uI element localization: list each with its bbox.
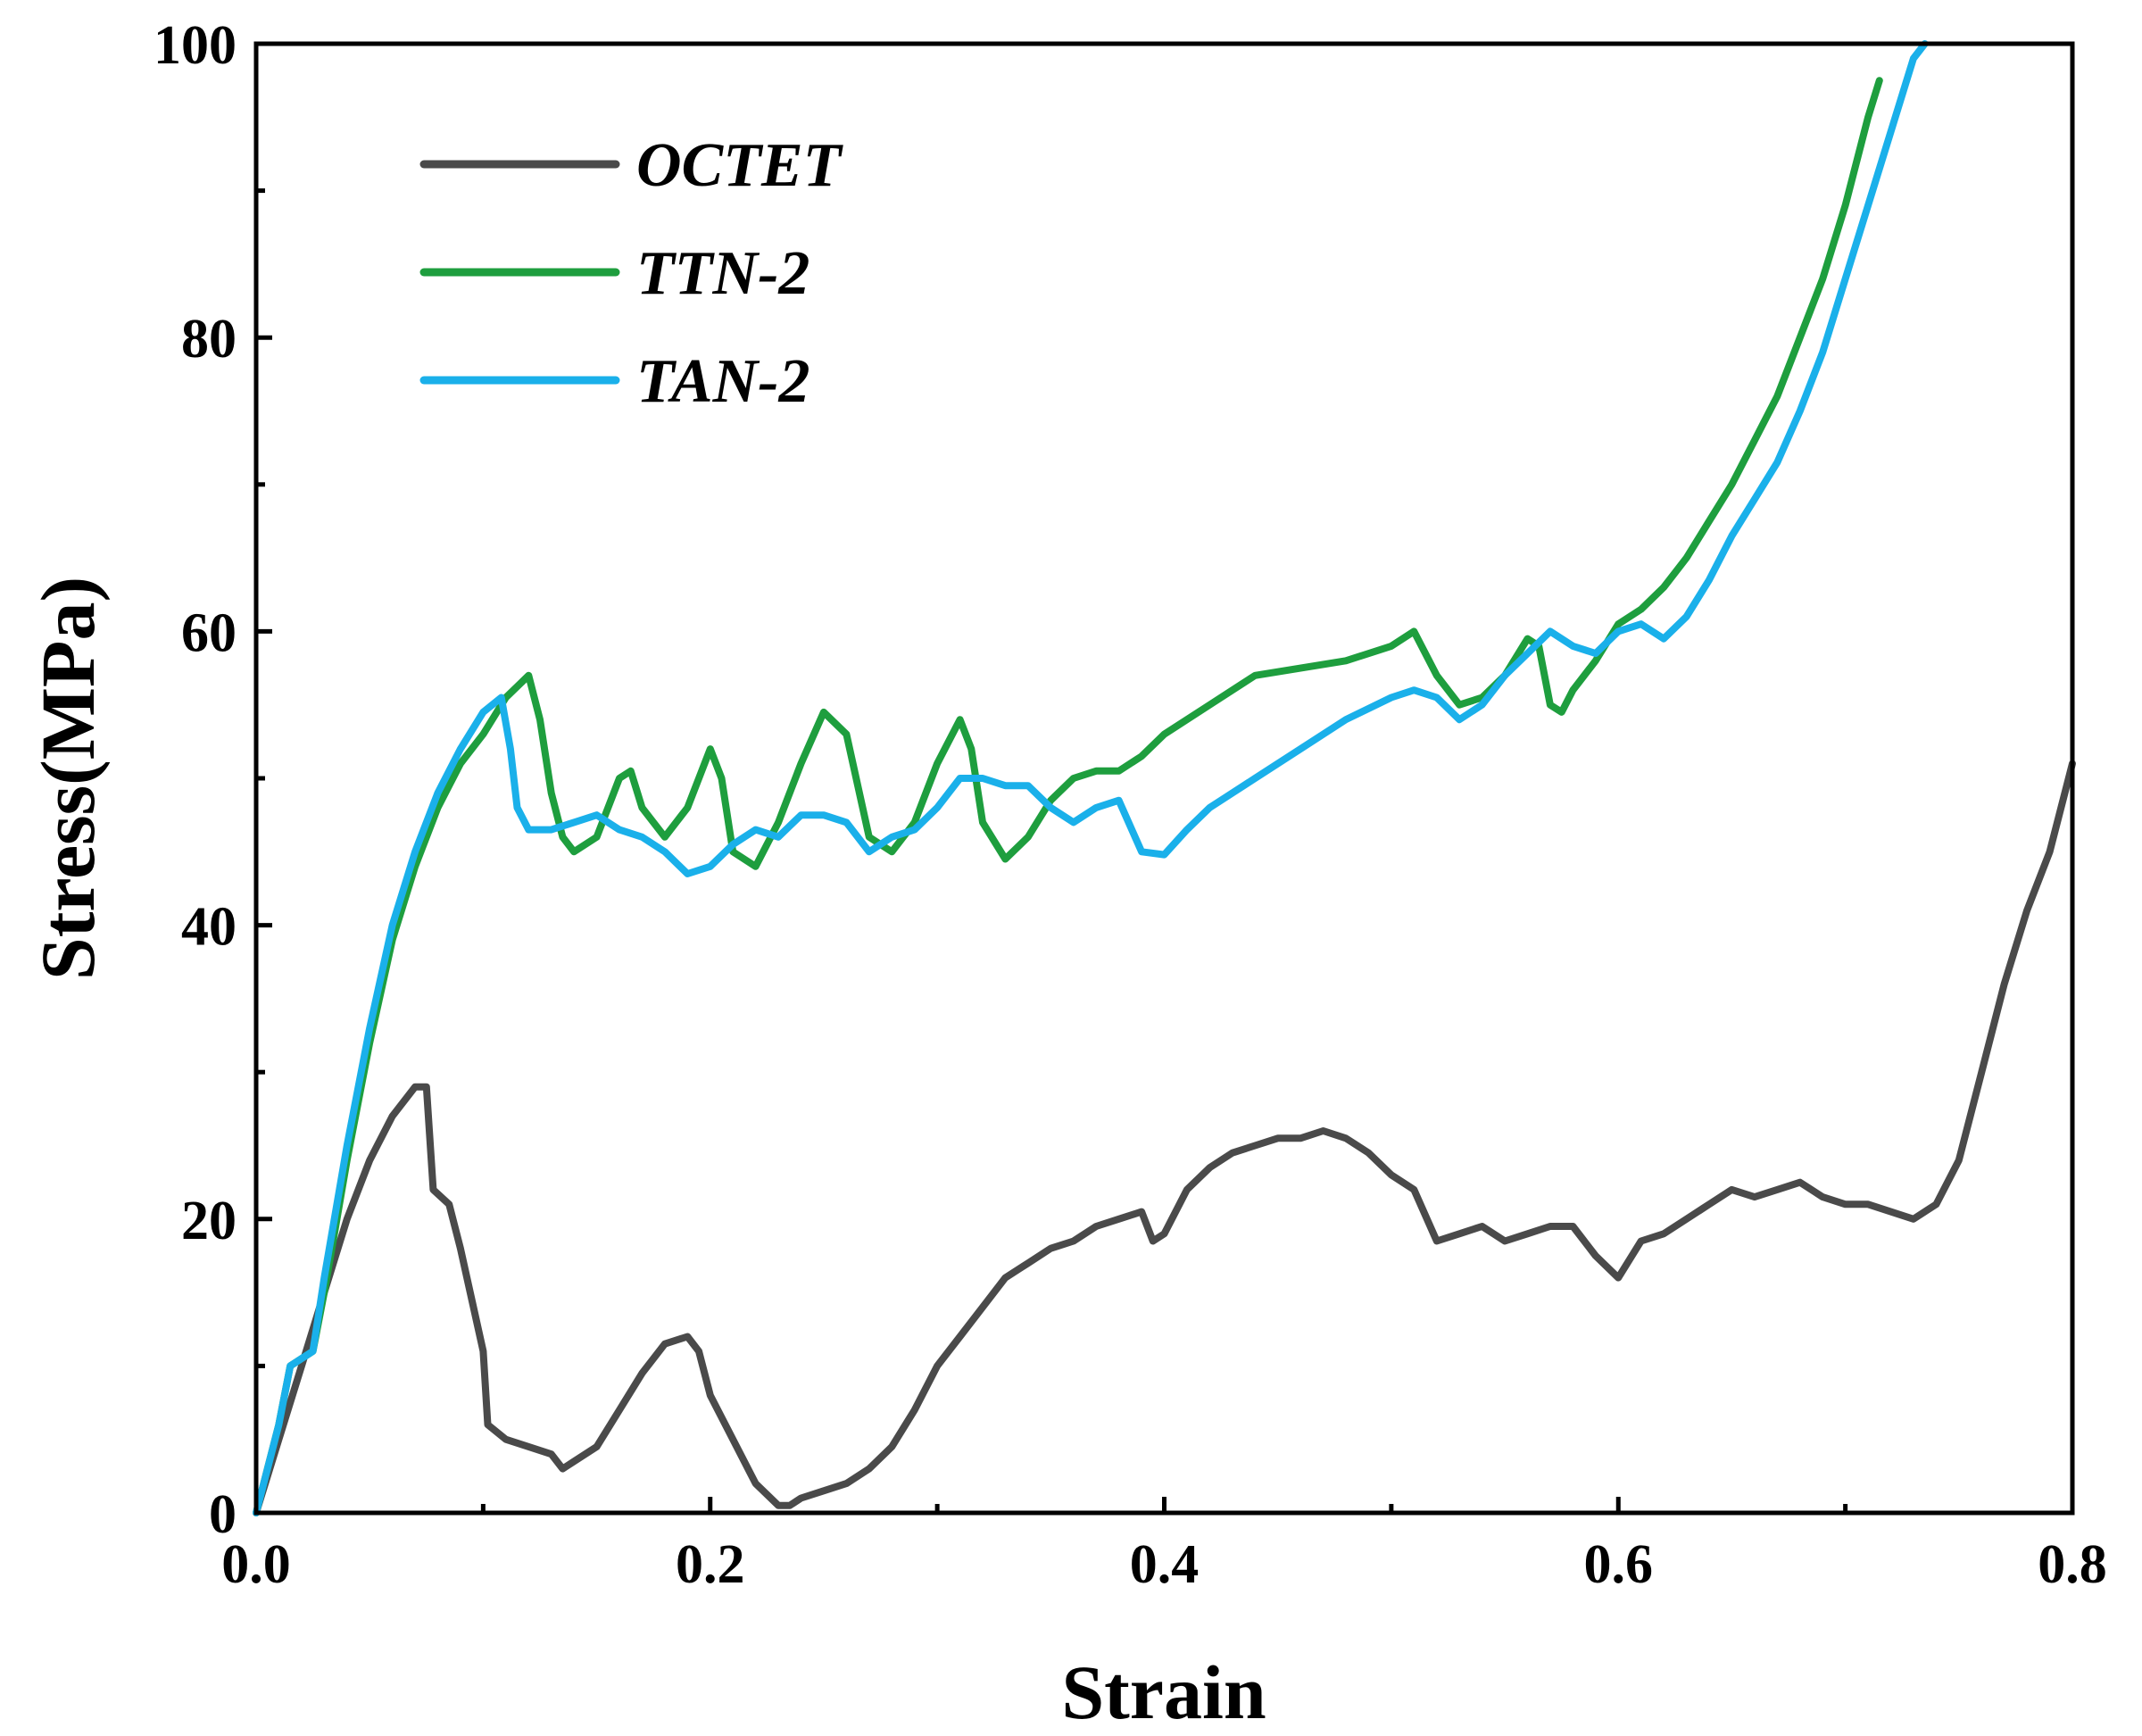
legend: OCTET TTN-2 TAN-2 <box>419 131 844 416</box>
series-line-octet <box>253 760 2076 1516</box>
series-line-tan-2 <box>253 40 1929 1516</box>
y-tick-label: 0 <box>209 1484 237 1545</box>
y-tick-label: 100 <box>154 15 237 76</box>
x-tick-label: 0.0 <box>221 1534 291 1595</box>
legend-label-octet: OCTET <box>636 131 844 200</box>
y-tick-label: 80 <box>181 309 237 370</box>
legend-label-ttn-2: TTN-2 <box>636 239 809 308</box>
y-tick-label: 60 <box>181 602 237 663</box>
x-tick-label: 0.2 <box>676 1534 745 1595</box>
y-tick-label: 20 <box>181 1191 237 1251</box>
plot-frame <box>253 41 2075 1516</box>
y-tick-label: 40 <box>181 897 237 958</box>
legend-label-tan-2: TAN-2 <box>636 347 809 416</box>
series-line-ttn-2 <box>253 77 1883 1516</box>
x-tick-label: 0.4 <box>1130 1534 1200 1595</box>
y-axis-title: Stress(MPa) <box>25 577 111 980</box>
x-tick-label: 0.8 <box>2038 1534 2107 1595</box>
series-layer <box>253 40 2076 1516</box>
ticks-layer: 0.0 0.2 0.4 0.6 0.8 0 20 40 60 80 100 <box>154 15 2107 1595</box>
x-tick-label: 0.6 <box>1584 1534 1654 1595</box>
x-axis-title: Strain <box>1061 1649 1266 1735</box>
